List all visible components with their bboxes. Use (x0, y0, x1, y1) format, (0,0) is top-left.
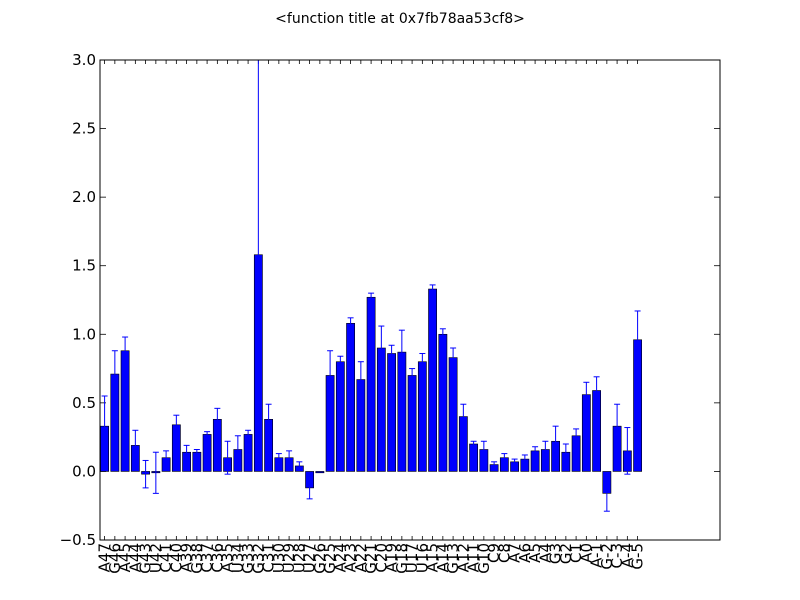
y-tick-label: 1.0 (72, 325, 96, 343)
x-tick-label: A44 (126, 543, 144, 572)
x-tick-label: C37 (198, 543, 216, 573)
bar-A11 (469, 443, 478, 472)
y-tick-label: 2.5 (72, 120, 96, 138)
x-tick-label: C31 (260, 543, 278, 573)
y-tick-label: 0.5 (72, 394, 96, 412)
x-tick-label: U29 (280, 543, 298, 573)
x-tick-label: A-4 (618, 543, 636, 568)
y-tick-label: 0.0 (72, 462, 96, 480)
bar-G33 (243, 434, 253, 472)
x-tick-label: C40 (167, 543, 185, 573)
x-tick-label: A19 (383, 543, 401, 572)
x-tick-label: G43 (137, 543, 155, 574)
bar-U16 (417, 361, 427, 472)
x-tick-label: A0 (577, 543, 595, 563)
plot-frame (99, 59, 721, 541)
x-tick-label: A14 (434, 543, 452, 572)
bars (100, 254, 642, 494)
bar-A24 (335, 361, 345, 472)
x-tick-label: U16 (413, 543, 431, 573)
x-tick-label: C1 (567, 543, 585, 563)
bar-A19 (387, 353, 396, 472)
y-tick-label: 2.0 (72, 188, 96, 206)
x-tick-label: U34 (229, 543, 247, 573)
x-tick-label: G13 (444, 543, 462, 574)
x-tick-label: C-3 (608, 543, 626, 568)
x-tick-label: A45 (116, 543, 134, 572)
y-tick-label: 3.0 (72, 51, 96, 69)
x-tick-label: G10 (475, 543, 493, 574)
x-tick-label: G21 (362, 543, 380, 574)
x-tick-label: A11 (465, 543, 483, 572)
bar-A15 (428, 288, 437, 472)
x-tick-label: U28 (290, 543, 308, 573)
x-tick-label: G-5 (629, 543, 647, 570)
x-tick-label: A22 (352, 543, 370, 572)
bar-G21 (366, 296, 376, 472)
bar-A45 (120, 350, 130, 472)
bar-G26 (315, 471, 325, 474)
bar-U17 (407, 375, 417, 472)
x-tick-label: G26 (311, 543, 329, 574)
x-tick-label: U17 (403, 543, 421, 573)
bar-G13 (448, 357, 458, 472)
chart-title: <function title at 0x7fb78aa53cf8> (275, 11, 525, 27)
x-tick-label: U27 (301, 543, 319, 573)
x-tick-label: G25 (321, 543, 339, 574)
x-tick-label: A-1 (588, 543, 606, 568)
bar-C37 (202, 434, 212, 472)
y-tick-labels: −0.5 0.0 0.5 1.0 1.5 2.0 2.5 3.0 (60, 51, 96, 549)
bar-A23 (346, 323, 355, 472)
x-tick-label: C36 (208, 543, 226, 573)
x-tick-label: A35 (219, 543, 237, 572)
bar-A14 (438, 333, 448, 472)
x-tick-label: C9 (485, 543, 503, 563)
x-tick-label: A24 (331, 543, 349, 572)
x-tick-label: A15 (424, 543, 442, 572)
x-tick-label: U42 (147, 543, 165, 573)
x-tick-label: G3 (547, 543, 565, 564)
x-tick-label: C20 (372, 543, 390, 573)
axis-ticks (100, 59, 720, 541)
x-tick-label: A7 (506, 543, 524, 563)
error-bars (101, 59, 641, 512)
x-tick-label: A6 (516, 543, 534, 563)
x-tick-label: A4 (536, 543, 554, 563)
x-tick-label: G2 (557, 543, 575, 564)
x-tick-label: C41 (157, 543, 175, 573)
x-tick-label: A39 (178, 543, 196, 572)
x-tick-label: A5 (526, 543, 544, 563)
x-tick-label: G33 (239, 543, 257, 574)
y-tick-label: −0.5 (60, 531, 96, 549)
y-tick-label: 1.5 (72, 257, 96, 275)
x-tick-label: A12 (454, 543, 472, 572)
x-tick-label: C8 (495, 543, 513, 563)
x-tick-label: G32 (249, 543, 267, 574)
x-tick-label: G18 (393, 543, 411, 574)
x-tick-label: G46 (106, 543, 124, 574)
x-tick-label: A47 (96, 543, 114, 572)
x-tick-labels: A47G46A45A44G43U42C41C40A39G38C37C36A35U… (96, 543, 647, 574)
x-tick-label: G38 (188, 543, 206, 574)
x-tick-label: A23 (342, 543, 360, 572)
x-tick-label: U30 (270, 543, 288, 573)
x-tick-label: G-2 (598, 543, 616, 570)
